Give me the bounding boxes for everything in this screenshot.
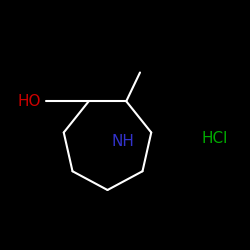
Text: NH: NH [111, 134, 134, 149]
Text: HO: HO [18, 94, 41, 109]
Text: HCl: HCl [202, 131, 228, 146]
